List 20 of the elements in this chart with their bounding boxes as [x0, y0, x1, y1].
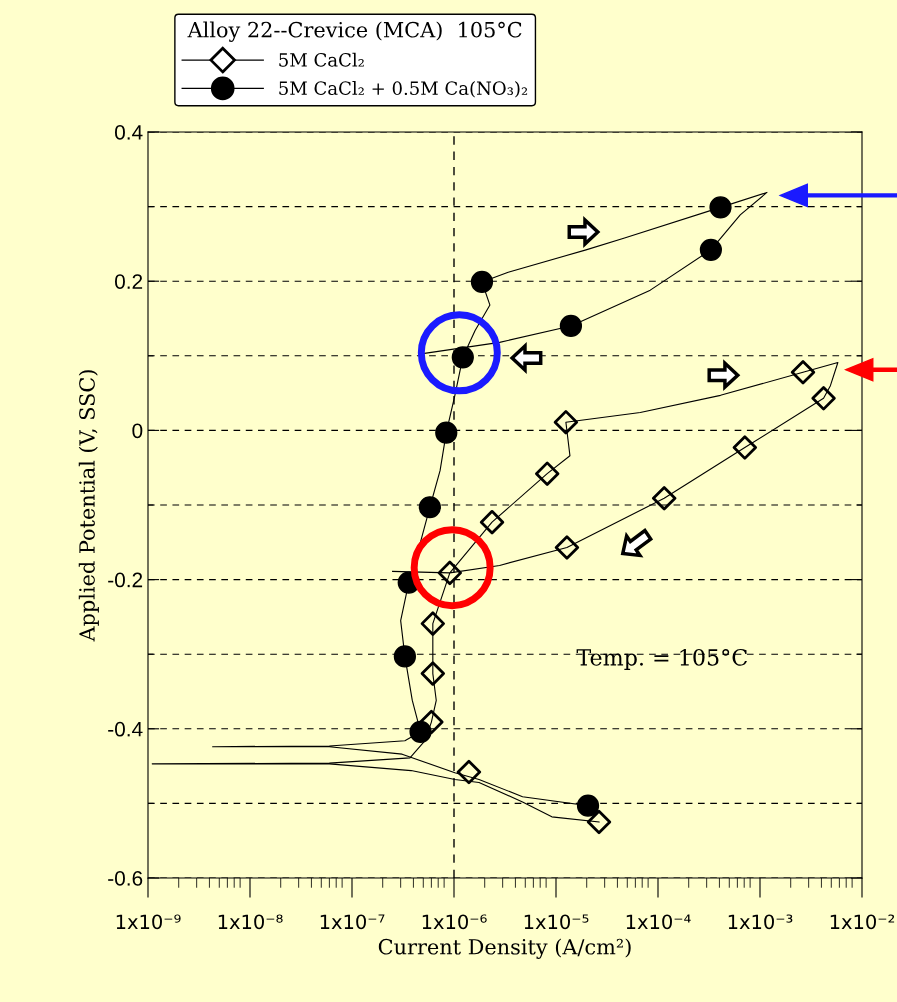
x-axis-title: Current Density (A/cm²) [378, 938, 631, 959]
x-tick-label: 1x10⁻⁹ [116, 914, 181, 930]
y-tick-label: -0.6 [108, 871, 143, 886]
legend-title: Alloy 22--Crevice (MCA) 105°C [187, 21, 522, 42]
x-tick-label: 1x10⁻⁵ [524, 914, 589, 930]
x-tick-label: 1x10⁻⁶ [422, 914, 487, 930]
y-tick-label: 0 [132, 423, 143, 439]
y-tick-label: 0.4 [114, 125, 143, 140]
y-tick-label: -0.4 [108, 721, 143, 737]
x-tick-label: 1x10⁻² [830, 914, 895, 930]
y-axis-title: Applied Potential (V, SSC) [78, 370, 99, 642]
legend-label: 5M CaCl₂ [279, 52, 364, 67]
x-tick-label: 1x10⁻⁷ [320, 914, 385, 930]
legend-label: 5M CaCl₂ + 0.5M Ca(NO₃)₂ [279, 81, 528, 98]
y-tick-label: 0.2 [114, 274, 143, 289]
x-tick-label: 1x10⁻⁸ [218, 914, 283, 930]
x-tick-label: 1x10⁻⁴ [626, 914, 691, 930]
y-tick-label: -0.2 [108, 572, 143, 588]
x-tick-label: 1x10⁻³ [728, 914, 793, 930]
annotation: Temp. = 105°C [576, 648, 747, 671]
